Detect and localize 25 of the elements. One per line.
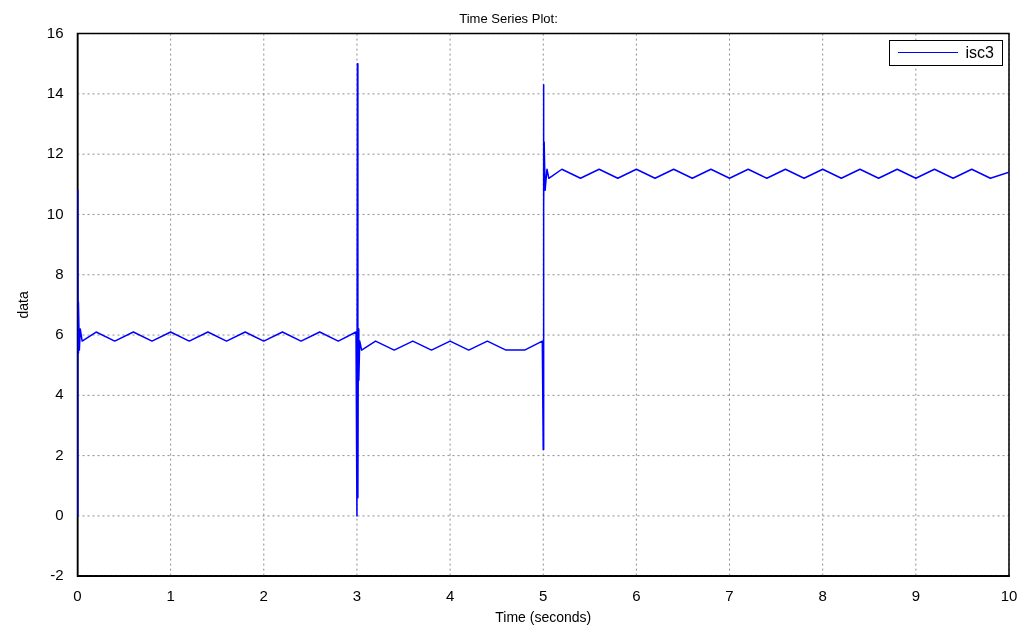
y-tick-label: 0 [55,506,64,524]
x-tick-label: 0 [73,587,82,605]
x-tick-label: 8 [818,587,827,605]
y-tick-label: 16 [46,23,64,41]
x-tick-label: 1 [166,587,175,605]
x-tick-label: 6 [632,587,641,605]
legend-label: isc3 [965,43,994,62]
y-axis-title: data [15,291,32,319]
y-tick-label: 6 [55,325,64,343]
chart-title: Time Series Plot: [459,11,558,27]
x-tick-label: 9 [911,587,921,605]
y-tick-label: 10 [46,204,64,222]
x-axis-title: Time (seconds) [495,609,592,626]
y-tick-label: -2 [50,566,64,584]
y-tick-label: 4 [55,385,64,403]
y-tick-label: 2 [55,445,64,463]
x-tick-label: 7 [725,587,734,605]
y-tick-label: 12 [46,144,64,162]
x-tick-label: 3 [352,587,362,605]
x-tick-label: 4 [445,587,455,605]
x-tick-label: 5 [539,587,548,605]
y-tick-label: 14 [46,84,64,102]
x-tick-label: 10 [1000,587,1018,605]
y-tick-label: 8 [55,264,64,282]
x-tick-label: 2 [259,587,268,605]
